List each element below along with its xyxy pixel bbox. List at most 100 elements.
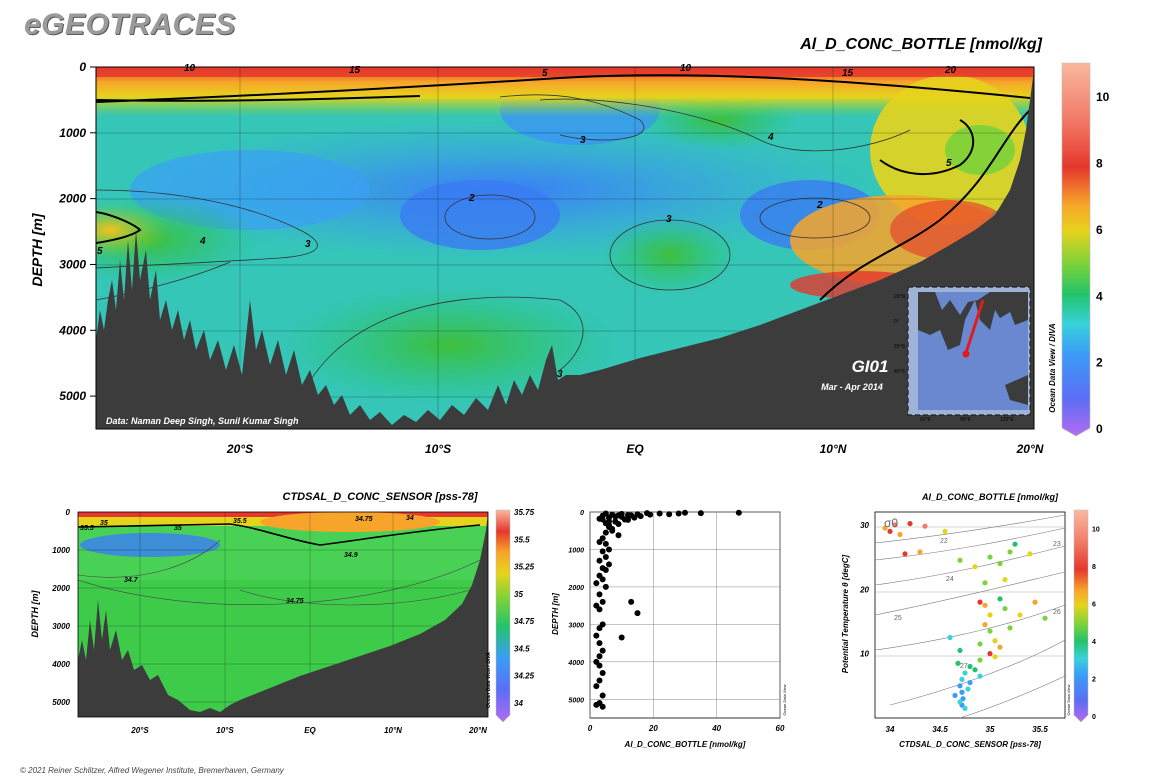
main-section-plot	[96, 67, 1034, 429]
brand-logo: eGEOTRACES	[24, 8, 236, 41]
data-point	[957, 647, 963, 654]
contour-label: 35.5	[233, 518, 247, 525]
data-point	[602, 583, 609, 590]
data-point	[596, 677, 603, 684]
inset-lon-label: 60°E	[920, 417, 932, 423]
data-point	[647, 511, 654, 518]
contour-label: 35	[100, 520, 108, 527]
y-tick-label: 1000	[59, 126, 86, 140]
data-point	[606, 546, 612, 553]
contour-label: 4	[767, 132, 774, 143]
colorbar-tick-label: 6	[1092, 602, 1096, 609]
data-point	[596, 557, 603, 564]
data-point	[602, 567, 609, 574]
y-tick-label: 4000	[51, 660, 70, 669]
data-point	[997, 596, 1003, 602]
cruise-label: GI01	[852, 357, 889, 376]
colorbar-tick-label: 35	[514, 590, 523, 599]
data-point	[697, 510, 704, 517]
data-point	[666, 511, 673, 518]
data-point	[612, 518, 619, 525]
y-tick-label: 5000	[59, 389, 86, 403]
data-point	[599, 598, 606, 605]
isopycnal-label: 23	[1053, 541, 1061, 548]
colorbar-tick-label: 0	[1092, 714, 1096, 721]
inset-lat-label: 20°S	[894, 344, 906, 350]
contour-label: 15	[842, 68, 854, 79]
data-credit: Data: Naman Deep Singh, Sunil Kumar Sing…	[106, 416, 299, 426]
salinity-y-axis-label: DEPTH [m]	[30, 589, 40, 637]
y-tick-label: 20	[859, 585, 869, 594]
data-point	[982, 580, 988, 586]
salinity-plot	[78, 512, 488, 717]
data-point	[593, 580, 600, 587]
contour-label: 5	[97, 246, 103, 257]
data-point	[987, 612, 993, 618]
data-point	[959, 676, 965, 682]
salinity-frame	[77, 511, 489, 718]
contour-label: 35	[174, 525, 182, 532]
main-section-frame	[95, 66, 1035, 430]
x-tick-label: 10°S	[216, 726, 234, 735]
inset-lon-label: 90°E	[960, 417, 972, 423]
x-tick-label: 10°N	[820, 442, 847, 456]
x-tick-label: 34	[886, 725, 895, 734]
y-tick-label: 1000	[52, 546, 70, 555]
contour-label: 34.9	[344, 552, 358, 559]
data-point	[596, 653, 603, 660]
ts-x-ticks: 34 34.5 35 35.5	[886, 725, 1049, 734]
data-point	[599, 576, 606, 583]
colorbar-tick-label: 34.5	[514, 644, 530, 653]
ts-y-axis-label: Potential Temperature θ [degC]	[841, 554, 850, 673]
ts-y-ticks: 10 20 30	[859, 521, 869, 659]
inset-lon-label: 120°E	[1000, 417, 1014, 423]
data-point	[602, 553, 609, 560]
inset-lat-label: 0°	[894, 319, 899, 325]
salinity-side-label: Ocean Data View / DIVA	[486, 652, 492, 708]
x-tick-label: 40	[711, 724, 721, 733]
data-point	[599, 703, 606, 710]
data-point	[735, 509, 742, 516]
data-point	[965, 686, 971, 692]
data-point	[917, 549, 923, 555]
contour-label: 34.7	[124, 577, 139, 584]
contour-label: 2	[816, 200, 823, 211]
data-point	[922, 523, 928, 529]
contour-label: 34	[406, 515, 414, 522]
data-point	[977, 641, 983, 647]
data-point	[992, 654, 998, 660]
x-tick-label: EQ	[304, 726, 316, 735]
sigma-label: σ0	[884, 516, 898, 530]
x-tick-label: 35	[986, 725, 995, 734]
data-point	[1007, 625, 1013, 631]
colorbar-tick-label: 10	[1092, 527, 1100, 534]
data-point	[596, 606, 603, 613]
contour-label: 3	[666, 214, 672, 225]
data-point	[887, 528, 893, 534]
salinity-contour-labels: 35.5 35 35 35.5 34.75 34 34.7 34.9 34.75	[80, 515, 414, 605]
y-tick-label: 10	[860, 650, 869, 659]
contour-label: 3	[305, 239, 311, 250]
ts-x-axis-label: CTDSAL_D_CONC_SENSOR [pss-78]	[899, 740, 1041, 749]
x-tick-label: 20°S	[226, 442, 253, 456]
colorbar-tick-label: 35.5	[514, 535, 530, 544]
data-point	[1042, 615, 1048, 621]
inset-lat-label: 20°N	[894, 294, 906, 300]
data-point	[596, 662, 603, 669]
y-tick-label: 4000	[58, 323, 86, 337]
y-tick-label: 0	[79, 60, 86, 74]
salinity-colorbar: 35.75 35.5 35.25 35 34.75 34.5 34.25 34	[495, 508, 535, 723]
x-tick-label: 20°N	[468, 726, 487, 735]
copyright-notice: © 2021 Reiner Schlitzer, Alfred Wegener …	[20, 766, 284, 775]
x-tick-label: 0	[588, 724, 593, 733]
data-point	[618, 634, 625, 641]
inset-lat-ticks: 20°N 0° 20°S 40°S	[894, 294, 906, 375]
data-point	[637, 513, 644, 520]
ts-side-label: Ocean Data View	[1066, 684, 1071, 715]
colorbar-tick-label: 35.25	[514, 563, 535, 572]
contour-label: 3	[580, 135, 586, 146]
y-tick-label: 2000	[58, 192, 86, 206]
y-tick-label: 3000	[52, 622, 70, 631]
inset-map: 20°N 0° 20°S 40°S 60°E 90°E 120°E	[894, 286, 1031, 423]
